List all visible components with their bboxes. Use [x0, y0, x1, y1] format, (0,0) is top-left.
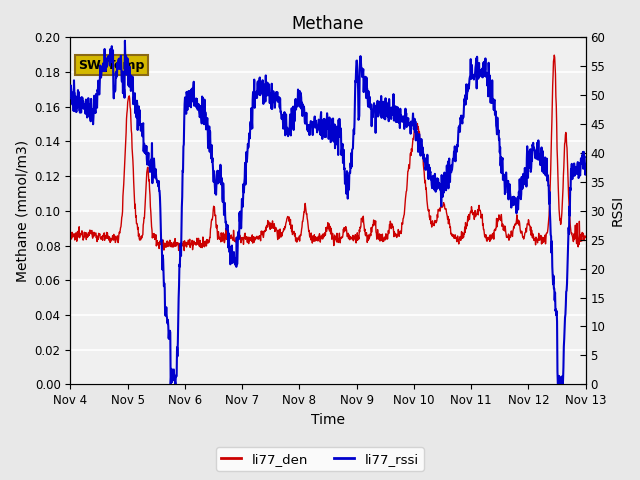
li77_rssi [100, 46, 108, 52]
X-axis label: Time: Time [311, 413, 345, 427]
li77_den [100, 233, 108, 239]
li77_rssi [362, 74, 369, 80]
li77_den [100, 238, 108, 243]
li77_den [546, 192, 554, 198]
li77_den [361, 226, 369, 232]
Line: li77_rssi: li77_rssi [70, 41, 586, 384]
Text: SW_Temp: SW_Temp [78, 59, 145, 72]
li77_den [582, 234, 589, 240]
Legend: li77_den, li77_rssi: li77_den, li77_rssi [216, 447, 424, 471]
Title: Methane: Methane [292, 15, 364, 33]
li77_den [428, 219, 435, 225]
li77_den [550, 52, 558, 58]
li77_rssi [121, 38, 129, 44]
Y-axis label: Methane (mmol/m3): Methane (mmol/m3) [15, 140, 29, 282]
Line: li77_den: li77_den [70, 55, 586, 251]
li77_rssi [167, 382, 175, 387]
li77_den [180, 248, 188, 253]
li77_rssi [428, 182, 436, 188]
li77_den [67, 235, 74, 241]
li77_rssi [454, 128, 462, 134]
Y-axis label: RSSI: RSSI [611, 195, 625, 227]
li77_rssi [547, 219, 554, 225]
li77_den [454, 235, 462, 240]
li77_rssi [582, 161, 589, 167]
li77_rssi [100, 66, 108, 72]
li77_rssi [67, 93, 74, 98]
